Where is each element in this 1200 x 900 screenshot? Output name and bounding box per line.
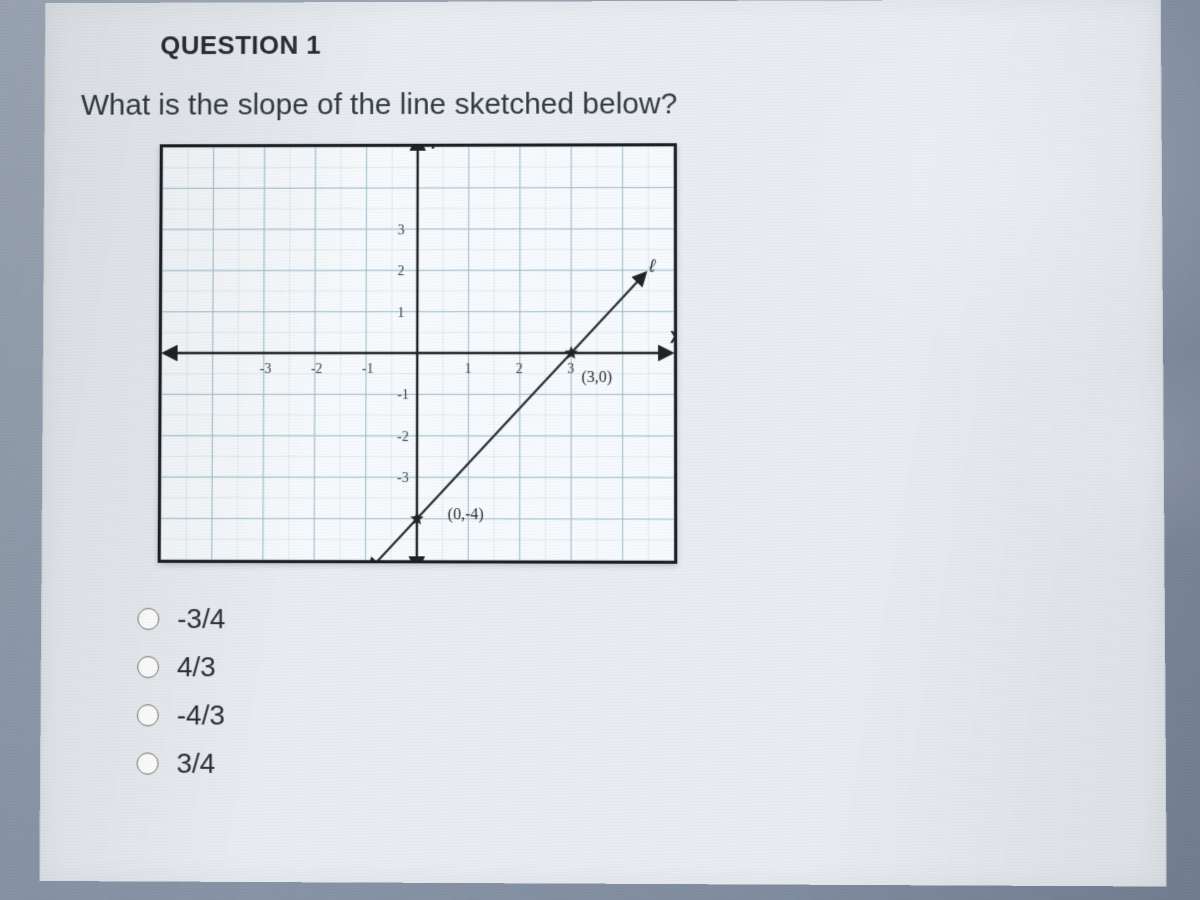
svg-text:1: 1: [464, 362, 471, 377]
svg-text:(0,-4): (0,-4): [448, 506, 484, 523]
svg-text:1: 1: [397, 306, 404, 321]
svg-text:-3: -3: [260, 362, 272, 377]
svg-text:3: 3: [398, 223, 405, 238]
svg-text:ℓ: ℓ: [648, 255, 656, 275]
svg-text:-3: -3: [397, 471, 409, 486]
answer-label-b: 4/3: [177, 651, 216, 683]
svg-text:X: X: [670, 330, 674, 347]
answer-label-d: 3/4: [176, 748, 215, 780]
question-panel: QUESTION 1 What is the slope of the line…: [39, 0, 1166, 887]
slope-chart: Y X -3 -2 -1 1 2 3 -3 -2 -1 1 2 3 ℓ (3,0) (0,-4): [158, 143, 678, 564]
answer-list: -3/4 4/3 -4/3 3/4: [137, 603, 1129, 784]
chart-svg: Y X -3 -2 -1 1 2 3 -3 -2 -1 1 2 3 ℓ (3,0) (0,-4): [161, 146, 675, 561]
svg-text:2: 2: [516, 362, 523, 377]
svg-text:-2: -2: [397, 430, 409, 445]
svg-text:-1: -1: [362, 362, 374, 377]
question-header: QUESTION 1: [160, 27, 1124, 61]
svg-text:2: 2: [398, 264, 405, 279]
answer-option-c[interactable]: -4/3: [137, 699, 1128, 735]
radio-d[interactable]: [137, 752, 159, 774]
svg-text:3: 3: [567, 362, 574, 377]
svg-text:-1: -1: [397, 388, 409, 403]
answer-label-a: -3/4: [177, 603, 225, 635]
answer-option-d[interactable]: 3/4: [137, 747, 1129, 783]
question-text: What is the slope of the line sketched b…: [81, 86, 1124, 122]
svg-text:Y: Y: [428, 146, 439, 152]
radio-a[interactable]: [137, 608, 159, 630]
radio-c[interactable]: [137, 704, 159, 726]
radio-b[interactable]: [137, 656, 159, 678]
svg-text:-2: -2: [311, 362, 323, 377]
answer-option-a[interactable]: -3/4: [137, 603, 1127, 638]
svg-text:(3,0): (3,0): [581, 369, 612, 386]
answer-option-b[interactable]: 4/3: [137, 651, 1128, 686]
answer-label-c: -4/3: [177, 699, 225, 731]
